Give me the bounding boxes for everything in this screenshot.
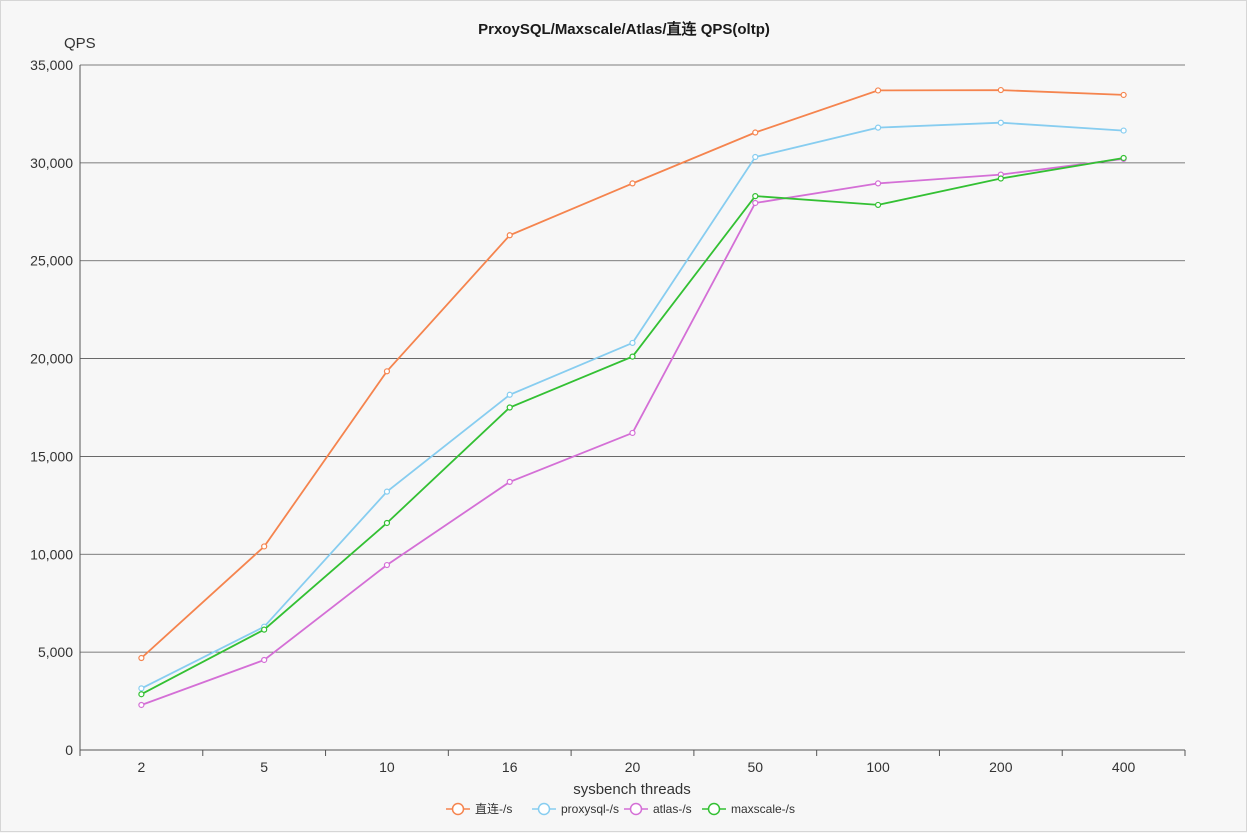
data-point[interactable] <box>874 87 882 94</box>
data-point[interactable] <box>874 180 882 187</box>
legend-item[interactable]: maxscale-/s <box>702 802 795 816</box>
y-tick-label: 35,000 <box>30 57 73 73</box>
legend-marker <box>629 802 643 816</box>
x-tick-label: 5 <box>260 759 268 775</box>
x-tick-label: 20 <box>625 759 641 775</box>
series-line <box>140 89 1124 659</box>
data-point[interactable] <box>874 124 882 131</box>
data-point[interactable] <box>629 429 636 437</box>
x-tick-label: 100 <box>866 759 890 775</box>
data-point[interactable] <box>1120 127 1127 134</box>
y-tick-label: 10,000 <box>30 546 73 562</box>
data-point[interactable] <box>997 175 1004 182</box>
series-1 <box>138 119 1127 692</box>
x-tick-label: 400 <box>1112 759 1136 775</box>
data-point[interactable] <box>629 353 636 360</box>
y-tick-label: 30,000 <box>30 155 73 171</box>
legend-item[interactable]: atlas-/s <box>624 802 692 816</box>
x-tick-label: 200 <box>989 759 1013 775</box>
chart-title: PrxoySQL/Maxscale/Atlas/直连 QPS(oltp) <box>478 20 770 38</box>
legend-item[interactable]: proxysql-/s <box>532 802 619 816</box>
data-point[interactable] <box>261 626 268 633</box>
legend-label: proxysql-/s <box>561 802 619 816</box>
series-group <box>138 86 1127 709</box>
data-point[interactable] <box>506 232 513 239</box>
legend-label: 直连-/s <box>475 801 512 816</box>
data-point[interactable] <box>874 201 882 209</box>
x-tick-label: 16 <box>502 759 518 775</box>
legend-label: atlas-/s <box>653 802 692 816</box>
data-point[interactable] <box>752 129 759 136</box>
data-point[interactable] <box>752 153 759 161</box>
y-tick-label: 0 <box>65 742 73 758</box>
axes: 0 5,000 10,000 15,000 20,000 25,000 30,000 35,0… <box>30 57 1186 775</box>
data-point[interactable] <box>138 701 145 709</box>
legend-marker <box>537 802 551 816</box>
data-point[interactable] <box>752 193 759 200</box>
data-point[interactable] <box>138 654 145 662</box>
legend-item[interactable]: 直连-/s <box>446 801 512 816</box>
x-tick-label: 2 <box>137 759 145 775</box>
series-line <box>140 157 1124 695</box>
data-point[interactable] <box>1120 91 1127 99</box>
data-point[interactable] <box>506 478 513 485</box>
data-point[interactable] <box>997 86 1004 94</box>
data-point[interactable] <box>506 391 513 398</box>
series-3 <box>138 154 1127 698</box>
y-tick-label: 15,000 <box>30 448 73 464</box>
data-point[interactable] <box>997 119 1004 126</box>
data-point[interactable] <box>629 339 636 347</box>
data-point[interactable] <box>506 404 513 411</box>
legend-label: maxscale-/s <box>731 802 795 816</box>
data-point[interactable] <box>1120 154 1127 162</box>
data-point[interactable] <box>383 519 391 527</box>
gridlines <box>80 64 1185 653</box>
series-line <box>140 121 1124 690</box>
data-point[interactable] <box>138 685 145 692</box>
y-axis-label: QPS <box>64 35 96 52</box>
data-point[interactable] <box>383 561 391 569</box>
y-tick-label: 20,000 <box>30 351 73 367</box>
series-0 <box>138 86 1127 662</box>
x-tick-label: 50 <box>747 759 763 775</box>
data-point[interactable] <box>383 488 391 495</box>
x-axis-label: sysbench threads <box>573 781 691 798</box>
data-point[interactable] <box>752 199 759 207</box>
data-point[interactable] <box>261 656 268 664</box>
data-point[interactable] <box>629 180 636 187</box>
x-tick-label: 10 <box>379 759 395 775</box>
data-point[interactable] <box>383 368 391 375</box>
y-tick-label: 25,000 <box>30 253 73 269</box>
data-point[interactable] <box>261 543 268 550</box>
legend[interactable]: 直连-/s proxysql-/s atlas-/s maxscale-/s <box>446 801 795 816</box>
data-point[interactable] <box>138 691 145 698</box>
series-2 <box>138 155 1127 709</box>
y-tick-label: 5,000 <box>38 644 73 660</box>
legend-marker <box>707 802 721 816</box>
legend-marker <box>451 802 465 816</box>
